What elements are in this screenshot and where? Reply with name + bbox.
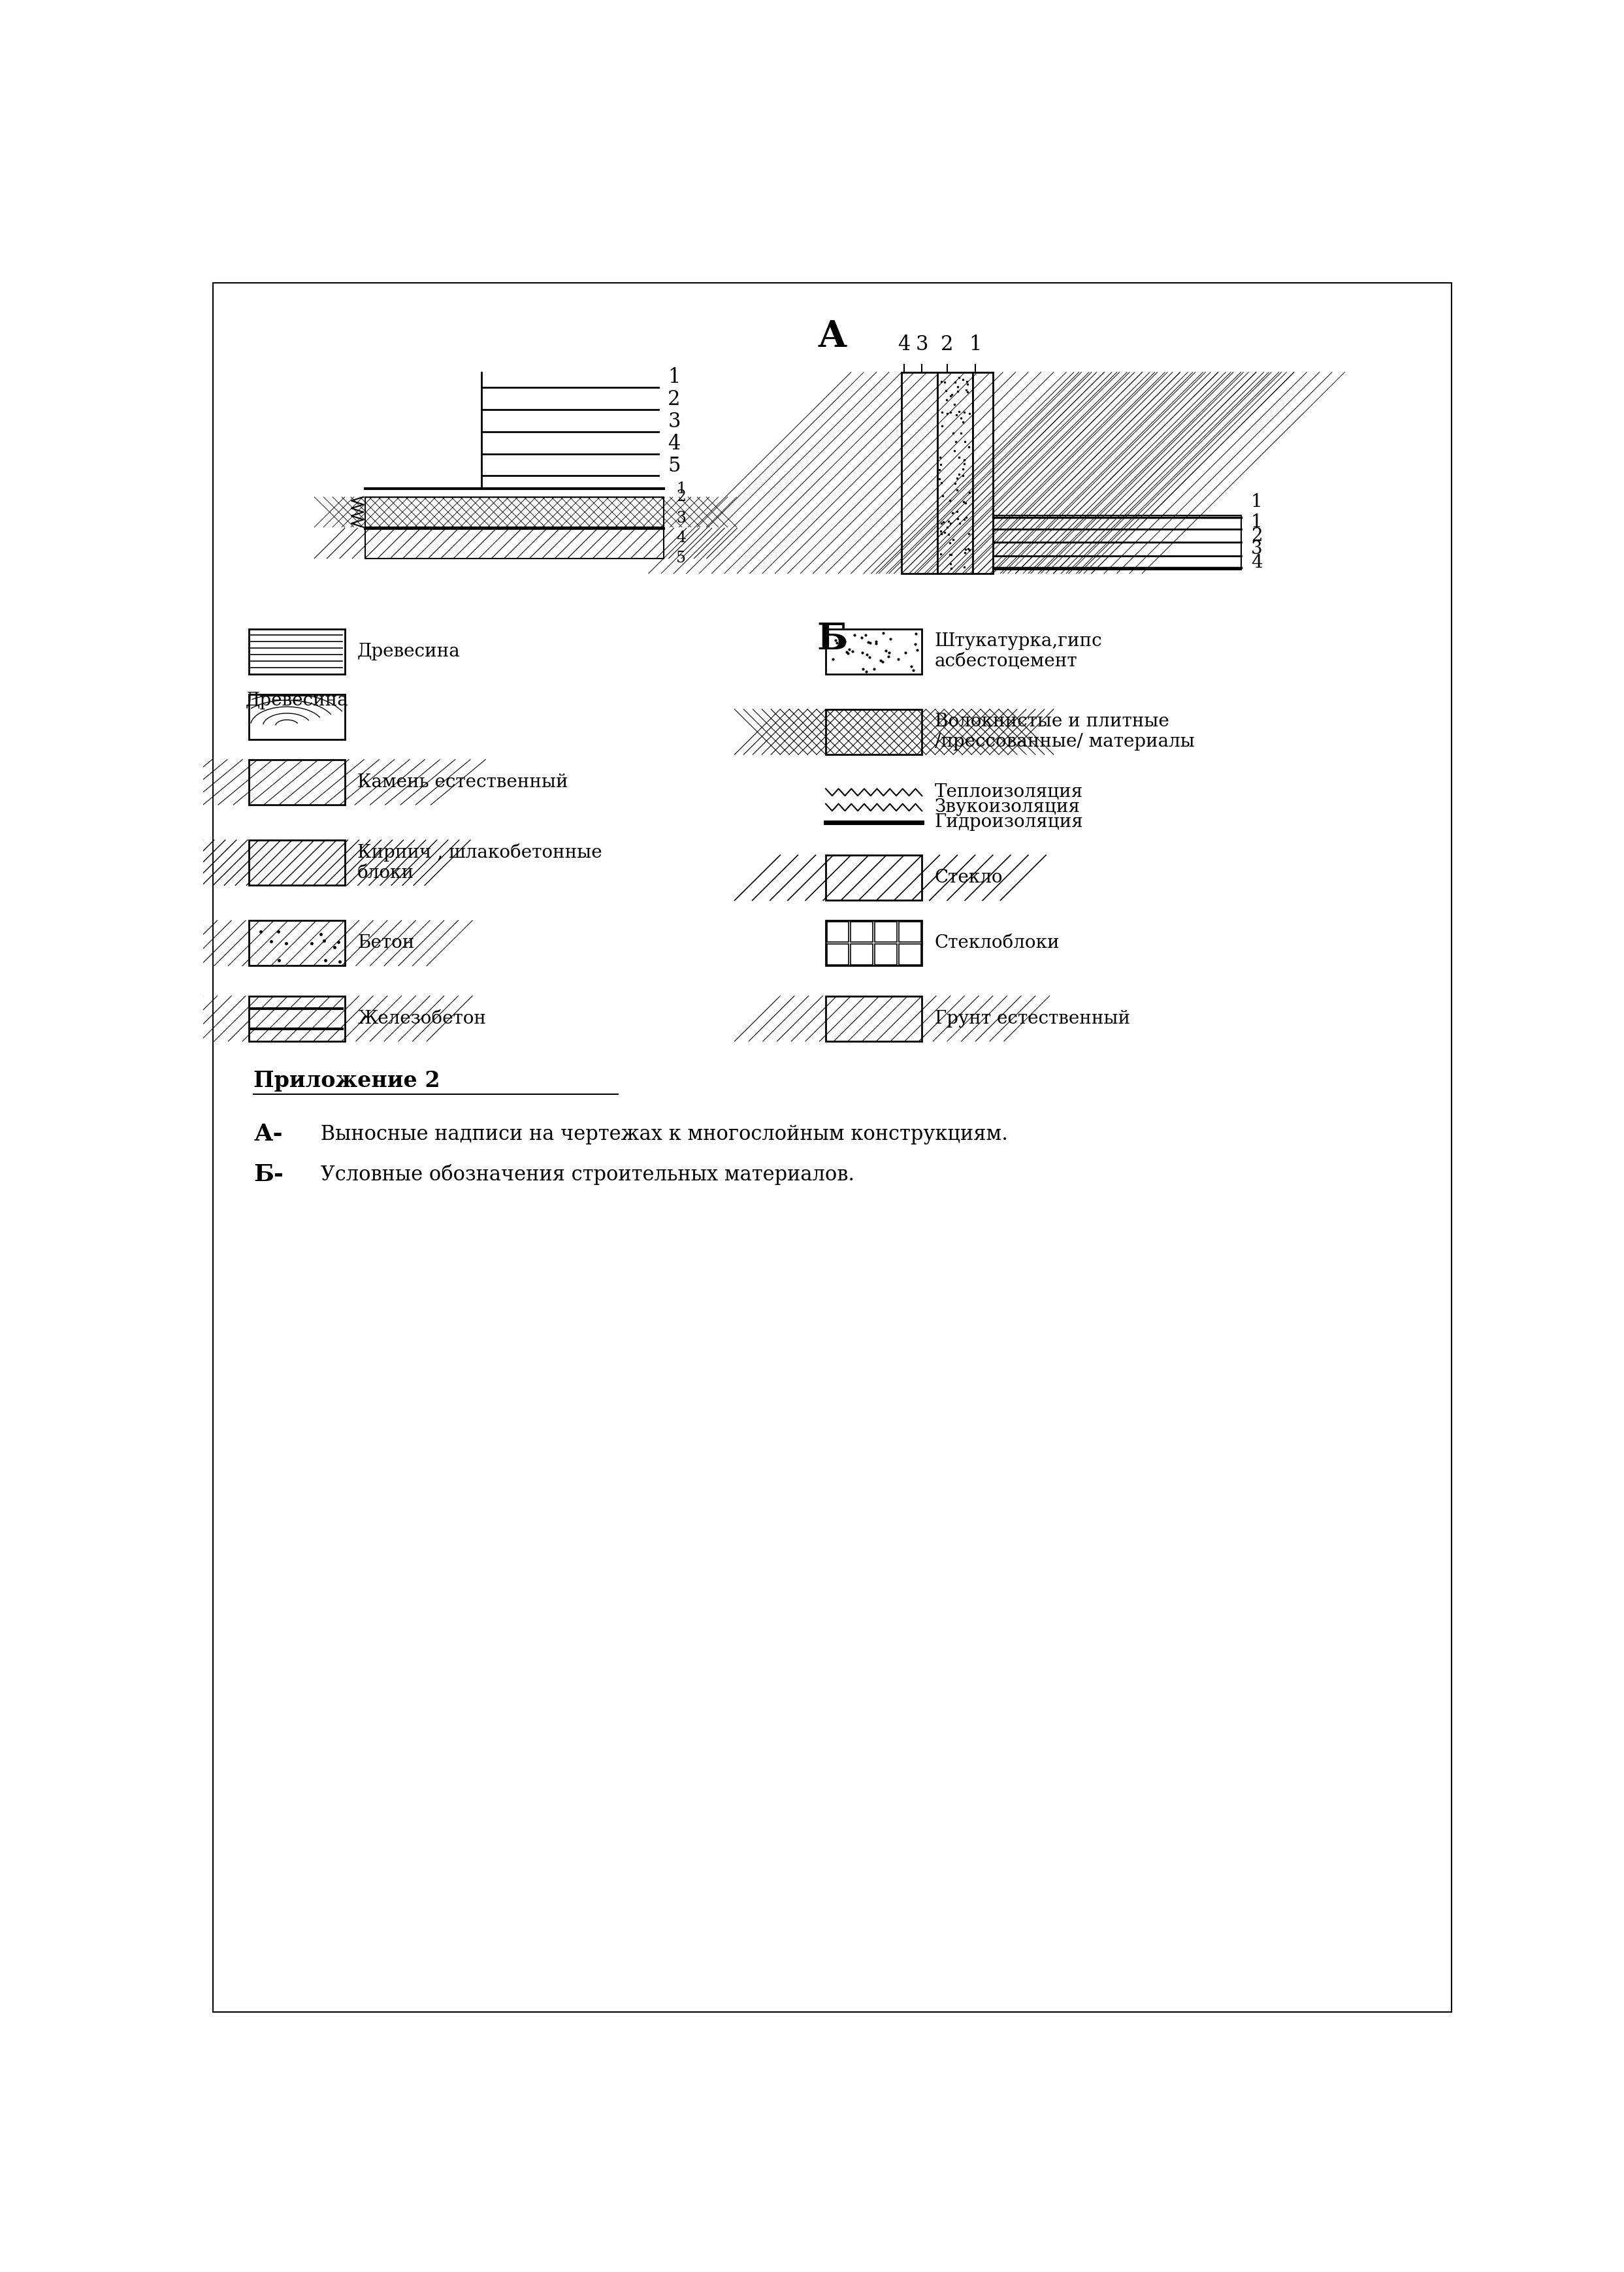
Text: Камень естественный: Камень естественный xyxy=(357,772,568,791)
Bar xyxy=(365,527,664,559)
Text: Кирпич , шлакобетонные
блоки: Кирпич , шлакобетонные блоки xyxy=(357,843,603,882)
Text: 3: 3 xyxy=(916,334,929,354)
Text: Стекло: Стекло xyxy=(934,868,1004,886)
Bar xyxy=(827,922,849,943)
Text: 1: 1 xyxy=(968,334,981,354)
Bar xyxy=(875,922,896,943)
Text: Древесина: Древесина xyxy=(245,691,348,709)
Text: 1: 1 xyxy=(1250,513,1262,532)
Text: 2: 2 xyxy=(676,488,687,504)
Bar xyxy=(248,841,344,886)
Text: Теплоизоляция: Теплоизоляция xyxy=(934,784,1083,802)
Text: 1: 1 xyxy=(1250,493,1262,511)
Text: Древесина: Древесина xyxy=(357,643,461,661)
Text: Волокнистые и плитные
/прессованные/ материалы: Волокнистые и плитные /прессованные/ мат… xyxy=(934,713,1194,750)
Bar xyxy=(851,922,872,943)
Bar xyxy=(248,759,344,804)
Text: 2: 2 xyxy=(667,389,680,409)
Bar xyxy=(851,945,872,966)
Text: А-: А- xyxy=(253,1122,283,1145)
Text: Б: Б xyxy=(817,620,848,657)
Text: 5: 5 xyxy=(667,457,680,475)
Bar xyxy=(248,920,344,966)
Text: Грунт естественный: Грунт естественный xyxy=(934,1009,1130,1027)
Bar xyxy=(825,854,922,900)
Text: 1: 1 xyxy=(667,368,680,389)
Bar xyxy=(825,995,922,1041)
Text: Гидроизоляция: Гидроизоляция xyxy=(934,813,1083,832)
Text: Б-: Б- xyxy=(253,1163,284,1186)
Bar xyxy=(937,373,973,573)
Bar xyxy=(365,498,664,527)
Text: 4: 4 xyxy=(667,434,680,454)
Bar xyxy=(825,920,922,966)
Bar xyxy=(827,945,849,966)
Bar xyxy=(248,695,344,738)
Text: 3: 3 xyxy=(1250,541,1262,559)
Text: 4: 4 xyxy=(898,334,911,354)
Text: 1: 1 xyxy=(676,482,687,498)
Text: Железобетон: Железобетон xyxy=(357,1009,486,1027)
Text: 2: 2 xyxy=(1250,527,1262,545)
Bar xyxy=(248,995,344,1041)
Text: 5: 5 xyxy=(676,550,687,566)
Bar xyxy=(248,629,344,675)
Text: Штукатурка,гипс
асбестоцемент: Штукатурка,гипс асбестоцемент xyxy=(934,632,1103,670)
Bar xyxy=(898,945,921,966)
Bar xyxy=(825,709,922,754)
Bar xyxy=(898,922,921,943)
Text: 3: 3 xyxy=(676,511,687,525)
Bar xyxy=(901,373,937,573)
Text: 2: 2 xyxy=(940,334,953,354)
Text: Выносные надписи на чертежах к многослойным конструкциям.: Выносные надписи на чертежах к многослой… xyxy=(315,1125,1009,1145)
Text: Звукоизоляция: Звукоизоляция xyxy=(934,797,1080,816)
Text: 4: 4 xyxy=(676,532,687,545)
Text: Бетон: Бетон xyxy=(357,934,414,952)
Bar xyxy=(973,373,992,573)
Bar xyxy=(875,945,896,966)
Text: Условные обозначения строительных материалов.: Условные обозначения строительных матери… xyxy=(315,1163,854,1186)
Text: Приложение 2: Приложение 2 xyxy=(253,1070,440,1091)
Bar xyxy=(825,629,922,675)
Text: А: А xyxy=(817,318,848,354)
Text: 4: 4 xyxy=(1250,554,1262,573)
Text: 3: 3 xyxy=(667,411,680,432)
Text: Стеклоблоки: Стеклоблоки xyxy=(934,934,1060,952)
